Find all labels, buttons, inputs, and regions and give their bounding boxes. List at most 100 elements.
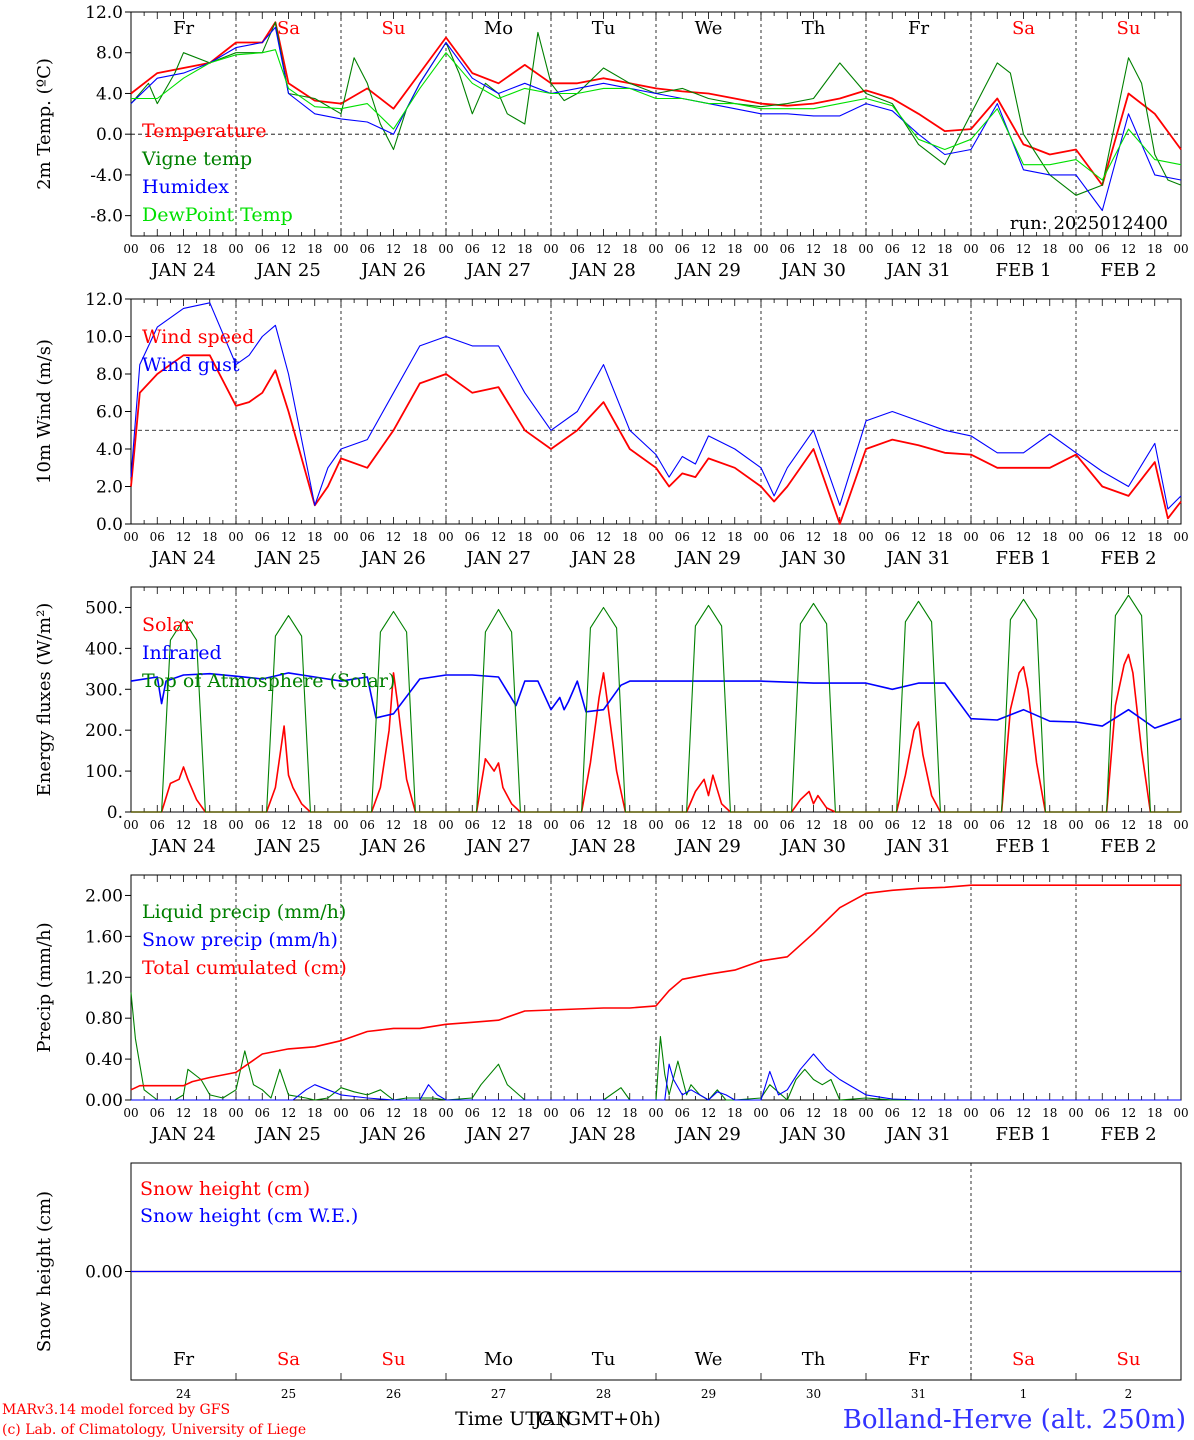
x-tick-label: 06 (780, 1106, 795, 1120)
x-tick-label: 00 (543, 242, 558, 256)
x-tick-label: 12 (1016, 818, 1031, 832)
day-label: JAN 24 (149, 836, 216, 857)
day-label: FEB 1 (995, 836, 1051, 857)
day-label: FEB 1 (995, 1124, 1051, 1145)
x-tick-label: 06 (465, 1106, 480, 1120)
x-tick-label: 18 (832, 242, 847, 256)
legend-entry: Top of Atmosphere (Solar) (142, 670, 395, 692)
weekday-label-top: Fr (908, 18, 929, 39)
x-tick-label: 06 (675, 530, 690, 544)
y-axis-label: 2m Temp. (ºC) (34, 58, 55, 190)
day-label: JAN 30 (779, 836, 846, 857)
legend-entry: Vigne temp (141, 148, 252, 170)
x-tick-label: 18 (622, 1106, 637, 1120)
x-tick-label: 18 (937, 818, 952, 832)
day-label: JAN 26 (359, 1124, 426, 1145)
y-tick-label: 6.0 (96, 403, 123, 423)
x-tick-label: 06 (570, 242, 585, 256)
x-tick-label: 12 (386, 818, 401, 832)
x-tick-label: 06 (465, 242, 480, 256)
x-tick-label: 00 (1068, 242, 1083, 256)
day-label: JAN 25 (254, 260, 321, 281)
legend-entry: DewPoint Temp (142, 204, 293, 226)
x-tick-label: 18 (1147, 818, 1162, 832)
x-tick-label: 12 (911, 1106, 926, 1120)
day-label: FEB 1 (995, 260, 1051, 281)
x-tick-label: 06 (780, 530, 795, 544)
footer-line-1: MARv3.14 model forced by GFS (2, 1402, 230, 1418)
x-tick-label: 06 (780, 818, 795, 832)
day-label: JAN 26 (359, 548, 426, 569)
legend-entry: Total cumulated (cm) (142, 957, 347, 979)
footer-line-2: (c) Lab. of Climatology, University of L… (2, 1422, 306, 1438)
day-label: FEB 2 (1100, 836, 1156, 857)
panel-2: 00 06 12 18 00 06 12 18 00 06 12 18 00 06 12 18 00 06 12 18… (34, 290, 1189, 569)
x-tick-label: 12 (596, 1106, 611, 1120)
x-tick-label: 00 (123, 818, 138, 832)
weekday-label: Tu (592, 1349, 616, 1370)
x-tick-label: 00 (753, 530, 768, 544)
y-tick-label: 500. (85, 598, 123, 618)
series-line-1-0 (130, 354, 1182, 525)
panel-1: 00 06 12 18 00 06 12 18 00 06 12 18 00 06 12 18 00 06 12 18… (34, 3, 1189, 281)
x-tick-label: 12 (806, 1106, 821, 1120)
x-tick-label: 12 (491, 242, 506, 256)
x-tick-label: 12 (281, 1106, 296, 1120)
x-tick-label: 06 (570, 1106, 585, 1120)
x-tick-label: 00 (543, 530, 558, 544)
x-tick-label: 00 (333, 530, 348, 544)
day-number: 31 (911, 1387, 926, 1401)
x-tick-label: 18 (202, 242, 217, 256)
day-label: FEB 2 (1100, 548, 1156, 569)
y-tick-label: 300. (85, 680, 123, 700)
x-tick-label: 18 (1147, 1106, 1162, 1120)
x-tick-label: 18 (412, 818, 427, 832)
x-tick-label: 18 (1147, 530, 1162, 544)
x-tick-label: 12 (1016, 530, 1031, 544)
x-tick-label: 06 (360, 530, 375, 544)
x-tick-label: 00 (438, 818, 453, 832)
x-tick-label: 12 (491, 818, 506, 832)
x-tick-label: 00 (1068, 1106, 1083, 1120)
x-tick-label: 06 (990, 530, 1005, 544)
x-tick-label: 00 (438, 1106, 453, 1120)
weekday-label-top: We (695, 18, 723, 39)
day-label: JAN 25 (254, 548, 321, 569)
x-tick-label: 18 (1147, 242, 1162, 256)
x-tick-label: 18 (622, 530, 637, 544)
x-tick-label: 06 (255, 242, 270, 256)
x-tick-label: 12 (1121, 1106, 1136, 1120)
x-tick-label: 12 (176, 1106, 191, 1120)
x-tick-label: 00 (858, 530, 873, 544)
day-number: 1 (1020, 1387, 1028, 1401)
x-tick-label: 06 (1095, 242, 1110, 256)
x-tick-label: 06 (1095, 818, 1110, 832)
y-tick-label: 4.0 (96, 440, 123, 460)
y-tick-label: -8.0 (90, 207, 123, 227)
legend-entry: Infrared (142, 642, 222, 664)
x-tick-label: 00 (438, 530, 453, 544)
x-tick-label: 00 (753, 242, 768, 256)
x-tick-label: 12 (701, 1106, 716, 1120)
x-tick-label: 06 (990, 242, 1005, 256)
x-tick-label: 00 (228, 242, 243, 256)
x-tick-label: 00 (333, 1106, 348, 1120)
x-tick-label: 06 (150, 818, 165, 832)
x-tick-label: 06 (675, 242, 690, 256)
x-tick-label: 00 (648, 1106, 663, 1120)
weekday-label-top: Su (1117, 18, 1141, 39)
x-tick-label: 12 (1121, 242, 1136, 256)
y-tick-label: 0.00 (85, 1091, 123, 1111)
plot-frame (130, 586, 1182, 813)
x-tick-label: 06 (1095, 1106, 1110, 1120)
x-tick-label: 18 (727, 242, 742, 256)
x-tick-label: 06 (885, 818, 900, 832)
x-tick-label: 00 (858, 1106, 873, 1120)
x-tick-label: 00 (1173, 1106, 1188, 1120)
x-tick-label: 18 (202, 818, 217, 832)
y-tick-label: 0. (107, 803, 123, 823)
x-tick-label: 00 (228, 1106, 243, 1120)
x-tick-label: 18 (937, 1106, 952, 1120)
legend-entry: Wind speed (142, 326, 254, 348)
